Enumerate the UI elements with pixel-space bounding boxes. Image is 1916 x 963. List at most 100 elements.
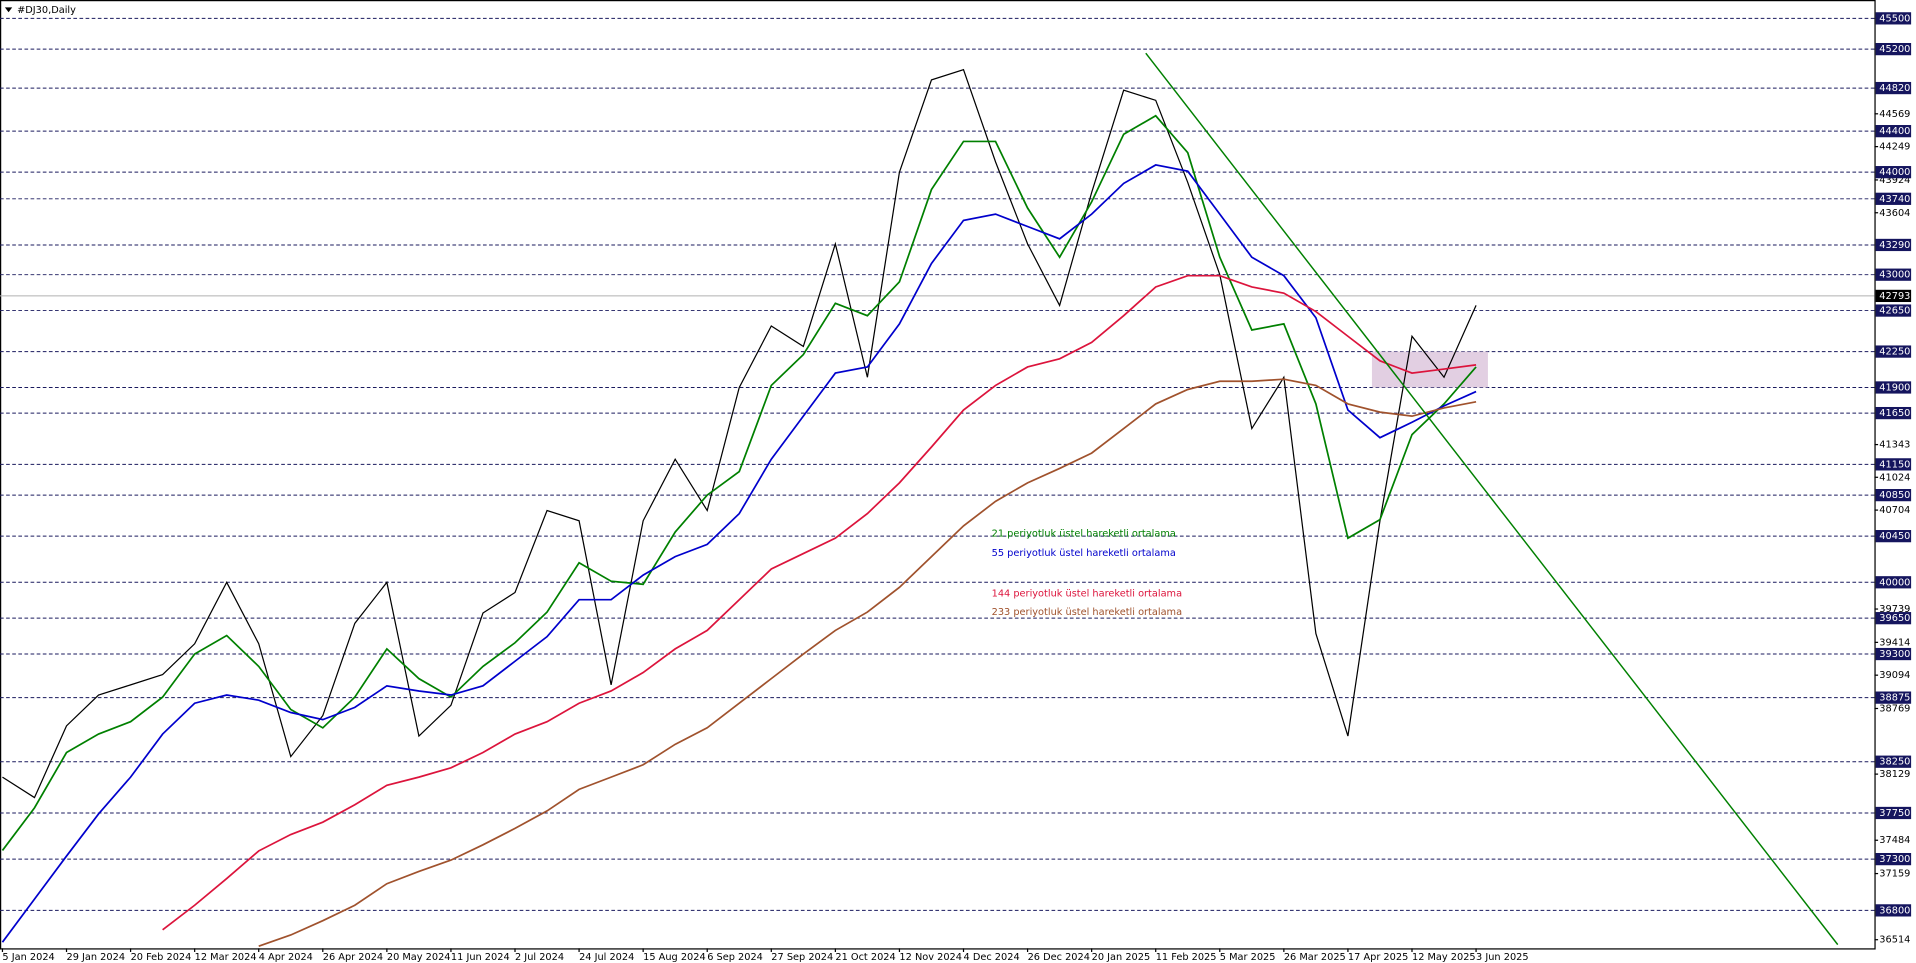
ema-line [258,378,1477,948]
level-label: 39300 [1879,649,1910,660]
level-label-bg [1875,304,1912,317]
level-label: 42650 [1879,306,1910,317]
legend-entry: 233 periyotluk üstel hareketli ortalama [992,607,1182,618]
x-tick-label: 11 Feb 2025 [1156,952,1217,963]
y-tick-label: 44569 [1879,109,1910,120]
x-tick-label: 12 Nov 2024 [899,952,962,963]
ema-line [1,114,1477,851]
level-label-bg [1875,904,1912,917]
level-label: 43290 [1879,240,1910,251]
level-label: 40450 [1879,531,1910,542]
level-label-bg [1875,381,1912,394]
x-tick-label: 17 Apr 2025 [1348,952,1408,963]
level-label-bg [1875,852,1912,866]
level-label: 45500 [1879,13,1910,24]
y-tick-label: 39094 [1879,670,1910,681]
level-label-bg [1875,755,1912,768]
level-label-bg [1875,238,1912,252]
level-label-bg [1875,12,1912,25]
x-tick-label: 29 Jan 2024 [67,952,126,963]
x-tick-label: 15 Aug 2024 [643,952,706,963]
y-tick-label: 43604 [1879,208,1910,219]
level-label-bg [1875,647,1912,661]
price-line [2,68,1477,799]
level-label: 38875 [1879,693,1910,704]
current-price-label: 42793 [1879,291,1910,302]
x-tick-label: 4 Apr 2024 [259,952,313,963]
x-tick-label: 20 May 2024 [387,952,451,963]
x-tick-label: 2 Jul 2024 [515,952,564,963]
level-label-bg [1875,458,1912,471]
x-tick-label: 3 Jun 2025 [1476,952,1529,963]
y-tick-label: 41024 [1879,472,1910,483]
plot-frame [0,0,1876,950]
level-label: 45200 [1879,44,1910,55]
y-tick-label: 37484 [1879,835,1910,846]
x-tick-label: 20 Jan 2025 [1092,952,1151,963]
y-tick-label: 41343 [1879,440,1910,451]
chart-title: #DJ30,Daily [17,5,76,16]
zone [1371,351,1488,388]
y-tick-label: 43924 [1879,175,1910,186]
x-tick-label: 5 Mar 2025 [1220,952,1276,963]
menu-icon[interactable] [4,7,13,13]
level-label: 40000 [1879,577,1910,588]
level-label: 41900 [1879,382,1910,393]
y-tick-label: 44249 [1879,142,1910,153]
x-tick-label: 20 Feb 2024 [131,952,192,963]
level-label: 38250 [1879,757,1910,768]
level-label: 41650 [1879,408,1910,419]
x-tick-label: 11 Jun 2024 [451,952,510,963]
level-label-bg [1875,166,1912,179]
y-tick-label: 39414 [1879,637,1910,648]
y-tick-label: 37159 [1879,869,1910,880]
y-tick-label: 36514 [1879,935,1910,946]
y-tick-label: 38769 [1879,703,1910,714]
legend-entry: 21 periyotluk üstel hareketli ortalama [992,529,1176,540]
level-label: 43740 [1879,194,1910,205]
x-tick-label: 4 Dec 2024 [964,952,1020,963]
trendline [1145,52,1839,946]
x-tick-label: 27 Sep 2024 [771,952,833,963]
current-price-bg [1875,289,1912,303]
level-label-bg [1875,81,1912,95]
legend-entry: 144 periyotluk üstel hareketli ortalama [992,588,1182,599]
y-tick-label: 38129 [1879,769,1910,780]
x-tick-label: 6 Sep 2024 [707,952,763,963]
level-label-bg [1875,530,1912,543]
level-label-bg [1875,345,1912,358]
level-label: 44400 [1879,126,1910,137]
level-label: 43000 [1879,270,1910,281]
level-label-bg [1875,268,1912,281]
level-label-bg [1875,192,1912,205]
x-tick-label: 12 Mar 2024 [195,952,257,963]
level-label-bg [1875,691,1912,704]
x-tick-label: 24 Jul 2024 [579,952,634,963]
level-label-bg [1875,489,1912,502]
x-tick-label: 5 Jan 2024 [2,952,54,963]
y-tick-label: 39739 [1879,604,1910,615]
level-label-bg [1875,612,1912,625]
level-label: 44000 [1879,167,1910,178]
level-label: 37750 [1879,808,1910,819]
y-tick-label: 40704 [1879,505,1910,516]
level-label-bg [1875,42,1912,56]
level-label-bg [1875,125,1912,138]
ema-line [162,274,1477,931]
x-tick-label: 26 Mar 2025 [1284,952,1346,963]
level-label: 36800 [1879,905,1910,916]
x-tick-label: 12 May 2025 [1412,952,1476,963]
legend-entry: 55 periyotluk üstel hareketli ortalama [992,548,1176,559]
level-label: 42250 [1879,347,1910,358]
level-label: 39650 [1879,613,1910,624]
level-label: 41150 [1879,459,1910,470]
x-tick-label: 21 Oct 2024 [835,952,895,963]
level-label: 40850 [1879,490,1910,501]
level-label-bg [1875,806,1912,820]
level-label: 44820 [1879,83,1910,94]
level-label-bg [1875,406,1912,420]
x-tick-label: 26 Dec 2024 [1028,952,1090,963]
ema-line [1,164,1477,943]
